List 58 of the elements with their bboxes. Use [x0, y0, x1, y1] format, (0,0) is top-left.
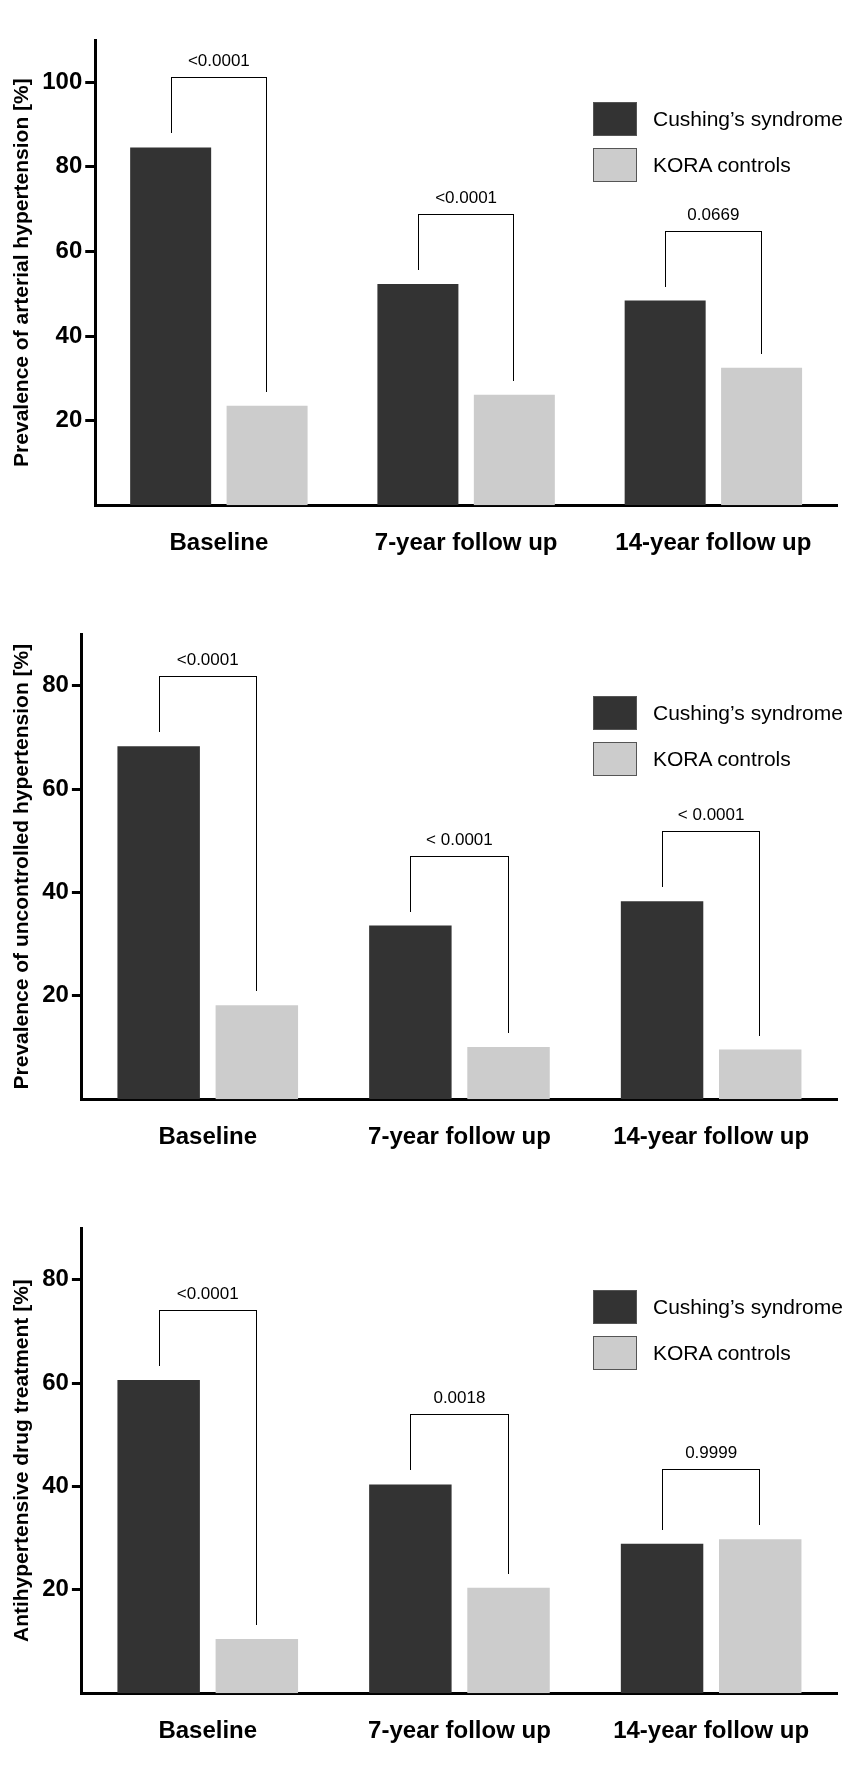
y-tick-label: 60	[42, 773, 69, 801]
bar	[369, 1484, 452, 1694]
x-tick-label: 14-year follow up	[615, 528, 812, 556]
x-tick-label: Baseline	[158, 1122, 258, 1150]
y-tick-label: 20	[42, 1574, 69, 1602]
x-tick-label: Baseline	[169, 528, 269, 556]
annotation: <0.0001	[435, 188, 498, 209]
bar	[624, 300, 706, 506]
legend-label: Cushing’s syndrome	[653, 700, 843, 725]
legend-label: KORA controls	[653, 746, 791, 771]
legend-label: KORA controls	[653, 1340, 791, 1365]
annotation: <0.0001	[176, 1283, 239, 1304]
annotation: <0.0001	[187, 51, 250, 72]
annotation: 0.0018	[433, 1388, 486, 1409]
bar	[719, 1049, 802, 1100]
y-tick-label: 20	[42, 980, 69, 1008]
bar	[473, 394, 555, 506]
bar	[620, 901, 704, 1100]
bar	[130, 147, 212, 506]
x-tick-label: Baseline	[158, 1716, 258, 1744]
bar	[721, 367, 803, 506]
bar	[620, 1543, 704, 1694]
y-tick-label: 80	[42, 670, 69, 698]
bar	[719, 1539, 802, 1694]
y-axis-title: Prevalence of arterial hypertension [%]	[9, 78, 33, 467]
bar	[117, 1379, 200, 1694]
annotation: < 0.0001	[677, 805, 745, 826]
annotation: 0.9999	[685, 1443, 738, 1464]
x-tick-label: 7-year follow up	[374, 528, 558, 556]
bar	[117, 746, 200, 1100]
legend-label: KORA controls	[653, 152, 791, 177]
legend-label: Cushing’s syndrome	[653, 1294, 843, 1319]
x-tick-label: 14-year follow up	[613, 1716, 810, 1744]
y-tick-label: 20	[55, 405, 83, 433]
x-tick-label: 7-year follow up	[368, 1122, 551, 1150]
annotation: <0.0001	[176, 650, 239, 671]
bar	[377, 284, 459, 506]
bar	[467, 1587, 550, 1694]
x-tick-label: 7-year follow up	[368, 1716, 551, 1744]
y-tick-label: 80	[42, 1264, 69, 1292]
y-tick-label: 60	[42, 1367, 69, 1395]
annotation: < 0.0001	[426, 829, 493, 850]
x-tick-label: 14-year follow up	[613, 1122, 810, 1150]
y-tick-label: 80	[55, 151, 83, 179]
bar	[369, 925, 452, 1100]
y-tick-label: 40	[55, 320, 83, 348]
bar	[215, 1005, 299, 1100]
y-tick-label: 40	[42, 877, 69, 905]
y-tick-label: 40	[42, 1471, 69, 1499]
bar	[467, 1046, 550, 1100]
bar	[215, 1638, 299, 1694]
annotation: 0.0669	[687, 204, 740, 225]
bar	[226, 405, 308, 506]
y-tick-label: 60	[55, 236, 83, 264]
y-axis-title: Prevalence of uncontrolled hypertension [%]	[9, 643, 33, 1090]
y-tick-label: 100	[42, 66, 83, 94]
y-axis-title: Antihypertensive drug treatment [%]	[9, 1279, 33, 1643]
legend-label: Cushing’s syndrome	[653, 106, 843, 131]
